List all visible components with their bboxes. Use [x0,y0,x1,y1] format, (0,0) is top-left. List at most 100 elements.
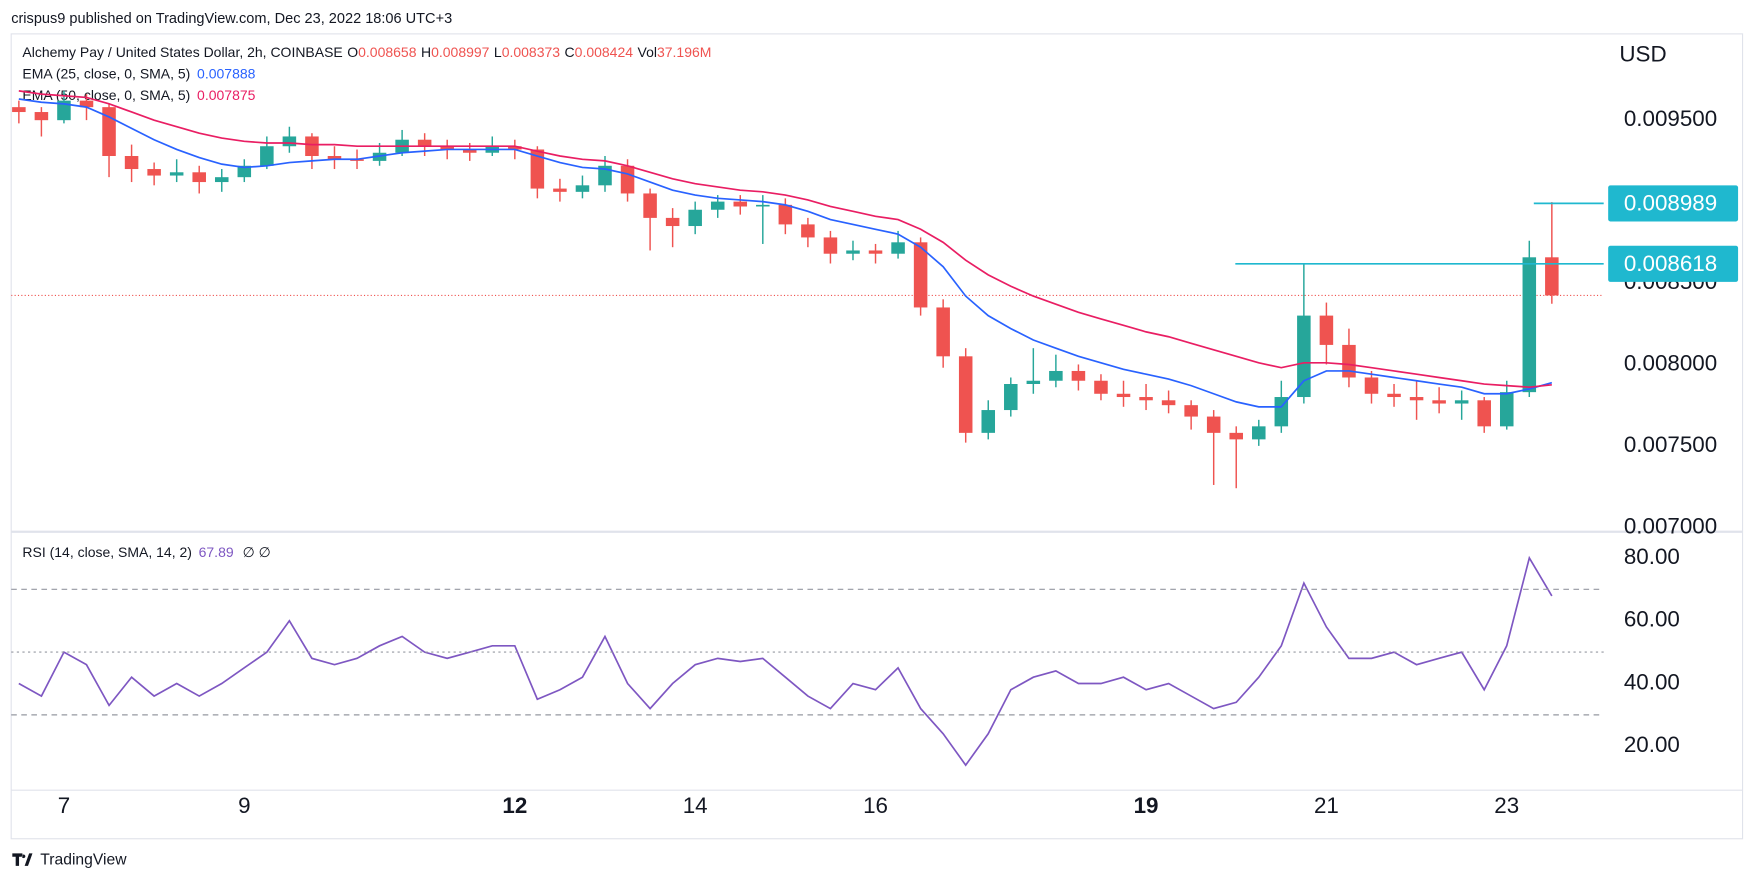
rsi-pane [18,555,1553,767]
candle-body [417,139,432,147]
legend-header: Alchemy Pay / United States Dollar, 2h, … [22,44,711,60]
legend-text: H [421,44,431,60]
candle-body [214,177,229,183]
candle-body [192,172,206,183]
legend-text: 0.007888 [197,65,256,81]
legend-text: 0.008658 [358,44,417,60]
candle-body [1409,397,1424,401]
candle-body [508,146,522,150]
currency: USD [1619,41,1666,66]
candle-body [733,201,748,207]
x-tick-label: 14 [683,793,708,818]
rsi-line [18,555,1553,767]
brand: TradingView [40,851,127,868]
candle-body [981,410,996,433]
candle-body [530,149,545,189]
candle-body [958,356,973,433]
x-tick-label: 23 [1494,793,1519,818]
x-tick-label: 9 [238,793,250,818]
legend-text: L [494,44,502,60]
candle-body [643,193,657,218]
price-label-box [1608,245,1739,282]
x-tick-label: 7 [58,793,70,818]
candle-body [462,149,477,153]
candle-body [1004,383,1018,411]
rsi-tick-label: 40.00 [1624,669,1680,694]
candle-body [327,156,342,160]
candle-body [688,209,702,227]
price-label: 0.008618 [1624,251,1717,276]
candle-body [913,242,928,308]
candle-body [305,136,319,157]
rsi-tick-label: 20.00 [1624,732,1680,757]
candle-body [846,250,860,254]
rsi-tick-label: 60.00 [1624,607,1680,632]
candle-body [260,146,274,166]
y-tick-label: 0.008000 [1624,350,1717,375]
legend-text: 0.008424 [575,44,634,60]
x-tick-label: 19 [1134,793,1159,818]
candle-body [282,136,297,147]
candle-body [147,169,161,176]
candle-body [1432,400,1446,404]
candle-body [1477,400,1491,427]
y-tick-label: 0.007500 [1624,432,1717,457]
legend-text: EMA (25, close, 0, SMA, 5) [22,65,190,81]
candle-body [620,165,635,194]
legend-text: ∅ ∅ [243,544,271,560]
candle-body [891,242,905,254]
candle-body [1522,257,1537,393]
candle-body [1319,315,1334,345]
candle-body [801,224,815,238]
legend-text: 37.196M [657,44,711,60]
legend-text: RSI (14, close, SMA, 14, 2) [22,544,192,560]
candle-body [553,188,567,192]
y-tick-label: 0.007000 [1624,513,1717,538]
candle-body [575,185,590,192]
legend-text: Vol [638,44,657,60]
candle-body [57,100,71,121]
candle-body [34,112,49,121]
candle-body [1071,370,1086,381]
candle-body [124,156,139,170]
legend-text: 67.89 [199,544,234,560]
candle-body [440,146,454,150]
candle-body [1184,405,1198,417]
candle-body [1229,432,1243,440]
legend-text: O [347,44,358,60]
candle-body [1116,393,1131,398]
candle-body [1094,380,1108,394]
legend-text: 0.007875 [197,87,256,103]
candle-body [665,217,680,227]
candle-body [868,250,883,254]
publish-info: crispus9 published on TradingView.com, D… [11,11,452,27]
candle-body [1297,315,1311,398]
candle-body [1252,426,1266,440]
candle-body [1139,397,1153,401]
candle-body [169,172,184,176]
chart-frame [10,33,1744,840]
candle-body [936,307,950,357]
price-label: 0.008989 [1624,190,1717,215]
legend-text: 0.008373 [502,44,561,60]
candle-body [823,237,838,254]
price-label-box [1608,185,1739,222]
ema-line [18,98,1553,408]
legend-text: 0.008997 [431,44,490,60]
candle-body [1545,257,1559,296]
candle-body [710,201,725,210]
candle-body [1364,377,1379,394]
candle-body [1499,392,1514,427]
brand-logo [12,853,33,866]
candle-body [1342,344,1356,378]
candle-body [1049,370,1063,381]
legend-ema: EMA (25, close, 0, SMA, 5) 0.007888 [22,65,255,81]
candle-body [237,165,252,178]
candle-body [79,100,94,108]
candle-body [598,165,612,186]
ema-line [18,90,1552,389]
candle-body [1026,380,1041,384]
y-tick-label: 0.009500 [1624,106,1717,131]
